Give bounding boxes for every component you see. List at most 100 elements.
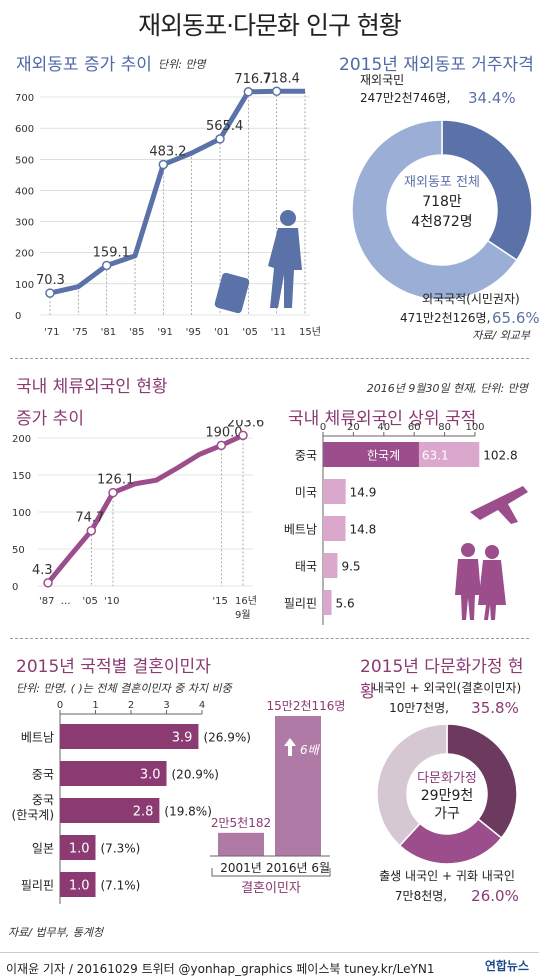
bar [60,761,167,786]
footer: 이재윤 기자 / 20161029 트위터 @yonhap_graphics 페… [0,952,539,980]
donut-center-label: 재외동포 전체 [404,175,480,190]
slice-name: 출생 내국인 + 귀화 내국인 [379,869,515,883]
share-label: (26.9%) [203,731,250,745]
compare-value-label: 15만2천116명 [267,698,346,713]
data-label: 190.0 [205,425,242,440]
y-tick-label: 150 [12,471,31,482]
top-nations-title: 국내 체류외국인 상위 국적 [288,409,477,429]
residency-slice [441,119,533,262]
x-tick-label: '75 [72,327,87,338]
airplane-icon [470,486,528,524]
data-label: 203.6 [227,420,264,430]
bar [323,479,346,504]
residency-slice [351,119,518,301]
traveler-body [268,228,302,308]
donut-center-value: 가구 [434,806,460,822]
data-label: 718.4 [263,71,300,86]
slice-name: 외국국적(시민권자) [422,292,520,306]
footer-credit: 이재윤 기자 / 20161029 트위터 @yonhap_graphics 페… [6,962,435,976]
airplane-shape [470,486,528,524]
bar-value-label: 3.9 [172,731,193,746]
x-tick-label: 1 [92,700,98,711]
people-icon [455,543,506,620]
y-tick-label: 0 [15,311,21,322]
data-point [45,288,55,298]
category-label: 태국 [295,560,317,574]
slice-percent: 34.4% [468,89,516,107]
category-label: 필리핀 [284,597,317,611]
x-tick-label: '81 [101,327,116,338]
data-point [215,134,225,144]
compare-value-label: 2만5천182 [211,815,271,830]
bar-value-label: 1.0 [69,842,90,857]
x-tick-label: '10 [104,596,119,607]
data-point [238,430,248,441]
compare-bar [218,832,264,856]
x-tick-label: '01 [214,327,229,338]
bar [60,835,96,860]
bar [323,516,346,541]
x-tick-label: 40 [377,422,390,433]
bar [60,872,96,897]
category-label: 베트남 [21,731,54,745]
compare-xlabel: 결혼이민자 [241,881,301,896]
overseas-growth-title: 재외동포 증가 추이 [16,55,152,75]
residency-title: 2015년 재외동포 거주자격 [339,55,534,75]
data-point [216,440,227,451]
data-label: 74.7 [75,511,104,526]
x-tick-label: 80 [438,422,451,433]
person-head [461,543,475,557]
slice-name: 재외국민 [360,73,404,87]
data-point [86,525,97,536]
top-nations-chart: 0 20 40 60 80 100 중국 102.8 미국 14.9 베트남 14.8 태국 9.5 필리핀… [284,422,528,625]
x-tick-label: '95 [186,327,201,338]
section-divider-2 [10,638,529,639]
x-tick-label: 0 [320,422,326,433]
x-tick-label: '11 [271,327,286,338]
bar-value-label: 102.8 [483,449,517,463]
x-tick-label: 3 [163,700,169,711]
domestic-date-unit: 2016년 9월30일 현재, 단위: 만명 [366,382,528,395]
share-label: (7.3%) [101,842,141,856]
y-tick-label: 300 [15,218,34,229]
donut-center-label: 다문화가정 [417,771,477,786]
x-tick-label: … [61,596,71,607]
x-tick-label: 16년 [235,595,257,607]
multicultural-slice [376,723,448,847]
category-label: 일본 [32,842,54,856]
x-tick-label: 2 [128,700,134,711]
bar-value-label: 5.6 [336,597,355,611]
y-tick-label: 600 [15,124,34,135]
slice-name: 내국인 + 외국인(결혼이민자) [373,681,522,695]
marriage-title: 2015년 국적별 결혼이민자 [16,657,211,677]
x-tick-label: '87 [39,596,54,607]
overseas-growth-unit: 단위: 만명 [158,58,206,71]
bar-value-label: 14.9 [350,486,377,500]
donut-center-value: 718만 [422,194,462,210]
x-tick-label: 4 [199,700,205,711]
bar-value-label: 2.8 [133,805,154,820]
share-label: (20.9%) [172,768,219,782]
series-line [46,433,245,585]
compare-bar [275,716,321,856]
person-body [478,560,506,620]
x-tick-label: 9월 [235,609,251,621]
share-label: (19.8%) [164,805,211,819]
data-label: 70.3 [36,273,65,288]
category-label: 미국 [295,486,317,500]
domestic-growth-title: 증가 추이 [16,409,84,429]
data-point [108,487,118,498]
data-point [43,578,53,588]
slice-percent: 26.0% [471,887,519,905]
y-tick-label: 200 [15,249,34,260]
sub-segment-value: 63.1 [422,449,449,463]
marriage-unit: 단위: 만명, ( )는 전체 결혼이민자 중 차지 비중 [16,682,232,695]
category-label: (한국계) [12,808,54,822]
data-label: 483.2 [149,145,186,160]
category-label: 필리핀 [21,879,54,893]
up-arrow-icon [284,738,296,756]
bar-value-label: 3.0 [140,768,161,783]
x-tick-label: 0 [57,700,63,711]
x-tick-label: '05 [242,327,257,338]
slice-percent: 65.6% [492,309,539,327]
